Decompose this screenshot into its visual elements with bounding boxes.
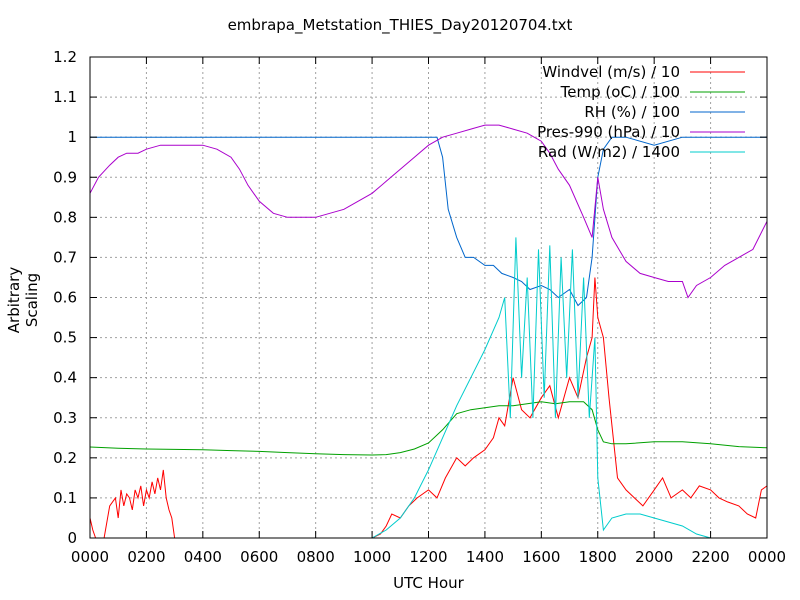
legend-label-2: RH (%) / 100 — [584, 103, 680, 121]
x-tick-label: 0800 — [297, 548, 335, 566]
y-tick-label: 0.2 — [53, 449, 77, 467]
legend-label-3: Pres-990 (hPa) / 10 — [537, 123, 680, 141]
y-tick-label: 0 — [67, 529, 77, 547]
x-tick-label: 0000 — [748, 548, 786, 566]
legend: Windvel (m/s) / 10 Temp (oC) / 100 RH (%) … — [537, 63, 745, 161]
y-tick-label: 0.9 — [53, 168, 77, 186]
series-line-4 — [371, 237, 711, 539]
x-tick-label: 1400 — [466, 548, 504, 566]
x-tick-label: 2200 — [691, 548, 729, 566]
x-tick-label: 2000 — [635, 548, 673, 566]
plot-frame — [89, 56, 768, 539]
series-line-1 — [89, 401, 768, 456]
series-line-3 — [89, 124, 768, 299]
series-lines — [89, 124, 768, 539]
x-tick-label: 1200 — [409, 548, 447, 566]
legend-label-1: Temp (oC) / 100 — [560, 83, 680, 101]
x-tick-label: 0000 — [71, 548, 109, 566]
x-axis-label: UTC Hour — [393, 574, 464, 592]
y-tick-label: 1.2 — [53, 48, 77, 66]
y-tick-label: 0.3 — [53, 409, 77, 427]
legend-label-4: Rad (W/m2) / 1400 — [538, 143, 680, 161]
series-line-0 — [89, 277, 768, 539]
axes-ticks: 0 0.1 0.2 0.3 0.4 0.5 0.6 0.7 0.8 0.9 1 1.1 1.2 0000 0… — [53, 48, 786, 566]
y-tick-label: 1.1 — [53, 88, 77, 106]
y-tick-label: 0.6 — [53, 289, 77, 307]
y-tick-label: 0.4 — [53, 369, 77, 387]
chart-title: embrapa_Metstation_THIES_Day20120704.txt — [227, 16, 573, 34]
x-tick-label: 0400 — [184, 548, 222, 566]
x-tick-label: 0600 — [240, 548, 278, 566]
y-tick-label: 0.5 — [53, 329, 77, 347]
y-tick-label: 0.1 — [53, 489, 77, 507]
y-tick-label: 0.8 — [53, 208, 77, 226]
y-tick-label: 1 — [67, 128, 77, 146]
legend-label-0: Windvel (m/s) / 10 — [542, 63, 680, 81]
x-tick-label: 1600 — [522, 548, 560, 566]
y-tick-label: 0.7 — [53, 248, 77, 266]
x-tick-label: 1000 — [353, 548, 391, 566]
x-tick-label: 1800 — [579, 548, 617, 566]
x-tick-label: 0200 — [127, 548, 165, 566]
